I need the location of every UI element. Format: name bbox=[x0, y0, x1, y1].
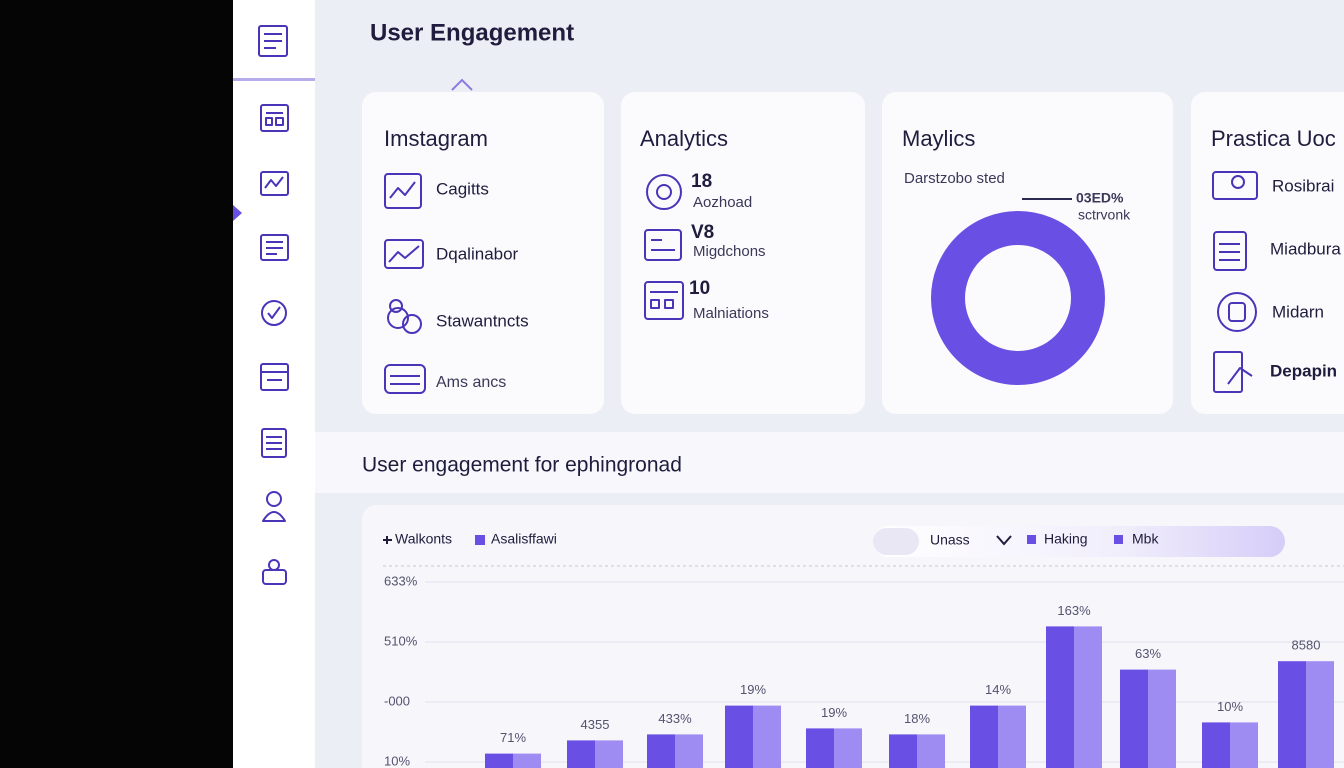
callout-value: 03ED% bbox=[1076, 190, 1124, 206]
stat-value: 18 bbox=[691, 171, 712, 192]
bar-label: 18% bbox=[904, 711, 930, 726]
bar-label: 8580 bbox=[1292, 638, 1321, 653]
stat-value: V8 bbox=[691, 222, 714, 243]
filter-option[interactable]: Mbk bbox=[1132, 531, 1159, 547]
backdrop bbox=[0, 0, 233, 768]
stat-label: Malniations bbox=[693, 305, 769, 322]
bar bbox=[675, 734, 703, 768]
legend-marker bbox=[383, 536, 392, 544]
filter-option[interactable]: Unass bbox=[930, 532, 970, 548]
bar-label: 19% bbox=[821, 705, 847, 720]
bar-label: 19% bbox=[740, 682, 766, 697]
bar-label: 433% bbox=[658, 711, 692, 726]
bar bbox=[1202, 722, 1230, 768]
bar bbox=[917, 734, 945, 768]
bar bbox=[513, 753, 541, 768]
y-tick-label: 633% bbox=[384, 573, 418, 588]
card-item: Midarn bbox=[1272, 302, 1324, 321]
active-indicator bbox=[233, 78, 315, 81]
nav-icon[interactable] bbox=[261, 300, 287, 326]
bar bbox=[1148, 669, 1176, 768]
legend-item[interactable]: Asalisffawi bbox=[491, 531, 557, 547]
card bbox=[621, 92, 865, 414]
bar bbox=[1230, 722, 1258, 768]
nav-icon[interactable] bbox=[262, 559, 287, 585]
bar bbox=[753, 705, 781, 768]
nav-icon[interactable] bbox=[260, 104, 289, 132]
y-tick-label: 510% bbox=[384, 633, 418, 648]
item-icons bbox=[1212, 171, 1258, 393]
card-item: Rosibrai bbox=[1272, 176, 1334, 195]
bar bbox=[1306, 661, 1334, 768]
card-item: Depapin bbox=[1270, 361, 1337, 380]
nav-icon[interactable] bbox=[260, 171, 289, 196]
bar bbox=[647, 734, 675, 768]
sidebar-pointer bbox=[233, 205, 242, 221]
bar bbox=[725, 705, 753, 768]
card-item: Cagitts bbox=[436, 179, 489, 198]
filter-marker bbox=[1027, 535, 1036, 544]
page-title: User Engagement bbox=[370, 19, 574, 46]
nav-icon[interactable] bbox=[261, 428, 287, 458]
dropdown-chevron[interactable] bbox=[996, 535, 1012, 546]
card-title: Prastica Uoc bbox=[1211, 126, 1336, 151]
card-title: Maylics bbox=[902, 126, 975, 151]
card bbox=[362, 92, 604, 414]
bar bbox=[998, 705, 1026, 768]
toggle[interactable] bbox=[873, 528, 919, 555]
item-icons bbox=[384, 173, 426, 394]
card-item: Stawantncts bbox=[436, 311, 529, 330]
item-icons bbox=[644, 174, 684, 320]
sidebar-icons bbox=[258, 25, 289, 585]
card-title: Imstagram bbox=[384, 126, 488, 151]
bar bbox=[485, 753, 513, 768]
bar bbox=[1074, 626, 1102, 768]
bar bbox=[834, 728, 862, 768]
card-title: Analytics bbox=[640, 126, 728, 151]
nav-icon[interactable] bbox=[260, 363, 289, 391]
filter-bar bbox=[873, 526, 1285, 557]
plot: 10% -000 510% 633% 71% 4355 433% 19% 19% 18% 14% 16… bbox=[384, 573, 1344, 768]
bar bbox=[1278, 661, 1306, 768]
bar bbox=[1120, 669, 1148, 768]
bar bbox=[1046, 626, 1074, 768]
y-tick-label: -000 bbox=[384, 693, 410, 708]
stat-label: Migdchons bbox=[693, 243, 766, 260]
nav-icon[interactable] bbox=[262, 491, 286, 522]
section-band bbox=[315, 432, 1344, 493]
stat-label: Aozhoad bbox=[693, 194, 752, 211]
card-subtitle: Darstzobo sted bbox=[904, 170, 1005, 187]
card-item: Miadbura bbox=[1270, 239, 1341, 258]
bar bbox=[567, 740, 595, 768]
card-item: Ams ancs bbox=[436, 374, 506, 391]
bar bbox=[970, 705, 998, 768]
bar bbox=[806, 728, 834, 768]
filter-option[interactable]: Haking bbox=[1044, 531, 1088, 547]
nav-icon[interactable] bbox=[260, 234, 289, 261]
bar-label: 63% bbox=[1135, 646, 1161, 661]
bar-label: 163% bbox=[1057, 603, 1091, 618]
legend-marker bbox=[475, 535, 485, 545]
sidebar bbox=[233, 0, 315, 768]
bar-label: 4355 bbox=[581, 717, 610, 732]
card-item: Dqalinabor bbox=[436, 244, 519, 263]
bar bbox=[889, 734, 917, 768]
bar-label: 10% bbox=[1217, 699, 1243, 714]
legend-item[interactable]: Walkonts bbox=[395, 531, 452, 547]
callout-label: sctrvonk bbox=[1078, 207, 1131, 223]
stat-value: 10 bbox=[689, 278, 710, 299]
section-title: User engagement for ephingronad bbox=[362, 454, 682, 477]
y-tick-label: 10% bbox=[384, 753, 410, 768]
nav-icon[interactable] bbox=[258, 25, 288, 57]
donut bbox=[931, 211, 1105, 385]
filter-marker bbox=[1114, 535, 1123, 544]
bar-label: 71% bbox=[500, 730, 526, 745]
caret bbox=[451, 78, 473, 91]
bar-label: 14% bbox=[985, 682, 1011, 697]
bar bbox=[595, 740, 623, 768]
